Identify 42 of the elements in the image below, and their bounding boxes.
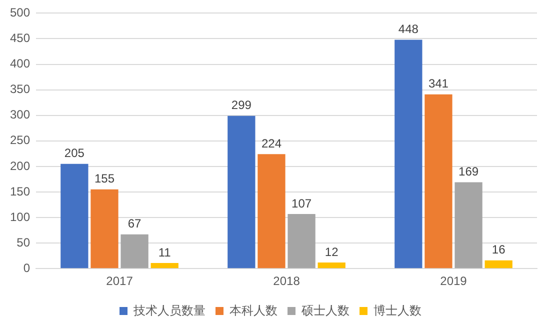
- x-tick-label: 2017: [106, 274, 134, 288]
- bar: [424, 94, 452, 268]
- bar: [120, 234, 148, 268]
- y-tick-label: 0: [23, 260, 30, 275]
- y-tick-label: 500: [10, 6, 30, 20]
- bar: [394, 40, 422, 268]
- data-label: 16: [492, 242, 506, 257]
- bar: [150, 262, 178, 268]
- data-label: 11: [158, 245, 172, 260]
- y-tick-label: 200: [10, 158, 30, 173]
- y-tick-label: 450: [10, 31, 30, 46]
- data-label: 155: [94, 172, 115, 186]
- bar: [288, 214, 316, 268]
- bar: [90, 189, 118, 268]
- data-label: 67: [128, 216, 142, 231]
- x-tick-label: 2019: [440, 274, 468, 288]
- data-label: 12: [324, 244, 339, 259]
- legend-label: 技术人员数量: [132, 303, 206, 318]
- y-tick-label: 300: [10, 108, 30, 122]
- legend-label: 博士人数: [374, 303, 422, 318]
- bar: [60, 164, 88, 268]
- y-tick-label: 250: [10, 133, 30, 148]
- bar: [228, 116, 256, 268]
- bar: [484, 260, 512, 268]
- bar: [318, 262, 346, 268]
- data-label: 448: [398, 22, 419, 36]
- y-tick-label: 150: [10, 184, 30, 198]
- data-label: 205: [64, 146, 85, 160]
- bar: [258, 154, 286, 268]
- legend-label: 本科人数: [230, 303, 278, 318]
- y-tick-label: 100: [10, 210, 30, 224]
- legend-label: 硕士人数: [300, 303, 350, 318]
- data-label: 169: [458, 164, 479, 179]
- y-tick-label: 400: [10, 56, 30, 71]
- data-label: 341: [428, 76, 449, 91]
- y-tick-label: 350: [10, 82, 30, 96]
- data-label: 299: [231, 98, 252, 112]
- data-label: 107: [292, 196, 312, 210]
- bar: [454, 182, 482, 268]
- data-label: 224: [261, 136, 282, 150]
- x-tick-label: 2018: [273, 274, 300, 288]
- y-tick-label: 50: [16, 235, 30, 250]
